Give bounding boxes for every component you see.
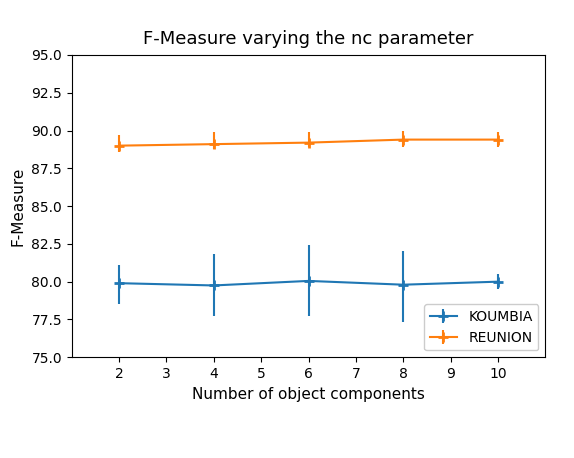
Title: F-Measure varying the nc parameter: F-Measure varying the nc parameter <box>144 30 474 48</box>
X-axis label: Number of object components: Number of object components <box>192 387 425 402</box>
Y-axis label: F-Measure: F-Measure <box>11 166 26 246</box>
Legend: KOUMBIA, REUNION: KOUMBIA, REUNION <box>424 304 538 350</box>
